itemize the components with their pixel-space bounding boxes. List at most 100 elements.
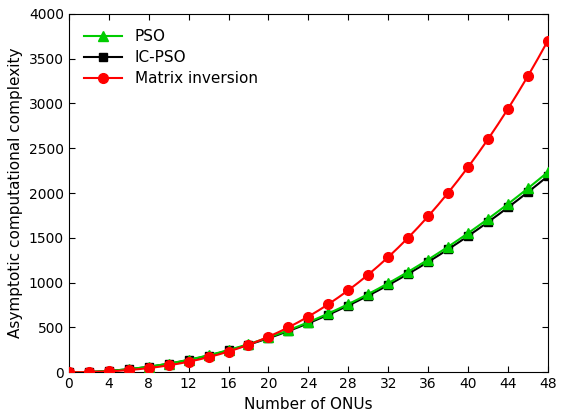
PSO	[345, 302, 351, 307]
PSO	[485, 216, 492, 221]
IC-PSO	[515, 197, 521, 202]
PSO	[475, 223, 481, 228]
PSO	[505, 202, 511, 207]
PSO	[85, 369, 92, 374]
PSO	[455, 238, 462, 243]
Matrix inversion	[106, 369, 112, 374]
IC-PSO	[265, 336, 272, 341]
PSO	[115, 368, 122, 373]
Line: Matrix inversion: Matrix inversion	[64, 36, 553, 377]
IC-PSO	[66, 370, 72, 375]
IC-PSO	[395, 277, 402, 282]
Matrix inversion	[494, 122, 501, 127]
IC-PSO	[434, 253, 441, 258]
IC-PSO	[505, 205, 511, 210]
Matrix inversion	[345, 288, 351, 293]
IC-PSO	[145, 364, 152, 369]
IC-PSO	[115, 368, 122, 373]
PSO	[375, 286, 381, 291]
PSO	[295, 324, 302, 329]
PSO	[185, 357, 192, 362]
X-axis label: Number of ONUs: Number of ONUs	[244, 396, 373, 412]
PSO	[425, 257, 432, 262]
PSO	[76, 370, 82, 375]
IC-PSO	[95, 369, 102, 374]
PSO	[545, 170, 551, 175]
IC-PSO	[225, 348, 232, 353]
PSO	[255, 339, 262, 344]
PSO	[365, 291, 372, 297]
IC-PSO	[155, 363, 162, 368]
Matrix inversion	[395, 245, 402, 250]
PSO	[215, 350, 222, 355]
IC-PSO	[545, 173, 551, 178]
IC-PSO	[455, 240, 462, 245]
IC-PSO	[485, 220, 492, 225]
PSO	[335, 306, 342, 311]
Matrix inversion	[136, 367, 142, 372]
Y-axis label: Asymptotic computational complexity: Asymptotic computational complexity	[8, 48, 23, 338]
Matrix inversion	[455, 178, 462, 183]
Matrix inversion	[385, 255, 392, 260]
IC-PSO	[425, 260, 432, 265]
PSO	[205, 353, 212, 358]
Matrix inversion	[255, 339, 262, 344]
PSO	[145, 364, 152, 369]
Matrix inversion	[175, 361, 182, 366]
PSO	[235, 345, 242, 350]
Matrix inversion	[125, 368, 132, 373]
IC-PSO	[185, 357, 192, 362]
Matrix inversion	[95, 369, 102, 374]
IC-PSO	[215, 351, 222, 356]
PSO	[245, 341, 252, 346]
PSO	[434, 251, 441, 256]
PSO	[355, 297, 362, 302]
Matrix inversion	[315, 308, 321, 313]
IC-PSO	[136, 365, 142, 370]
IC-PSO	[76, 370, 82, 375]
Matrix inversion	[464, 165, 471, 170]
Matrix inversion	[295, 320, 302, 325]
PSO	[515, 194, 521, 199]
PSO	[106, 368, 112, 373]
Matrix inversion	[76, 370, 82, 375]
Matrix inversion	[195, 357, 202, 362]
Matrix inversion	[66, 370, 72, 375]
Matrix inversion	[215, 352, 222, 357]
Matrix inversion	[425, 214, 432, 219]
PSO	[225, 347, 232, 352]
PSO	[524, 186, 531, 191]
PSO	[405, 269, 411, 274]
PSO	[385, 281, 392, 286]
PSO	[125, 367, 132, 372]
IC-PSO	[285, 328, 292, 333]
IC-PSO	[375, 288, 381, 293]
IC-PSO	[405, 271, 411, 276]
IC-PSO	[275, 332, 282, 337]
IC-PSO	[166, 361, 172, 366]
IC-PSO	[106, 368, 112, 373]
IC-PSO	[295, 325, 302, 330]
Matrix inversion	[305, 314, 312, 319]
PSO	[175, 359, 182, 364]
Matrix inversion	[245, 342, 252, 347]
IC-PSO	[534, 182, 541, 187]
PSO	[464, 231, 471, 236]
IC-PSO	[85, 369, 92, 374]
IC-PSO	[415, 265, 421, 270]
Matrix inversion	[485, 136, 492, 142]
IC-PSO	[325, 312, 332, 317]
Matrix inversion	[434, 202, 441, 207]
IC-PSO	[315, 317, 321, 322]
Line: PSO: PSO	[64, 167, 553, 377]
IC-PSO	[255, 339, 262, 344]
PSO	[395, 275, 402, 280]
IC-PSO	[475, 227, 481, 232]
IC-PSO	[335, 308, 342, 313]
IC-PSO	[494, 213, 501, 218]
IC-PSO	[175, 360, 182, 365]
PSO	[315, 315, 321, 320]
Matrix inversion	[365, 272, 372, 277]
Matrix inversion	[275, 330, 282, 335]
Matrix inversion	[545, 38, 551, 43]
